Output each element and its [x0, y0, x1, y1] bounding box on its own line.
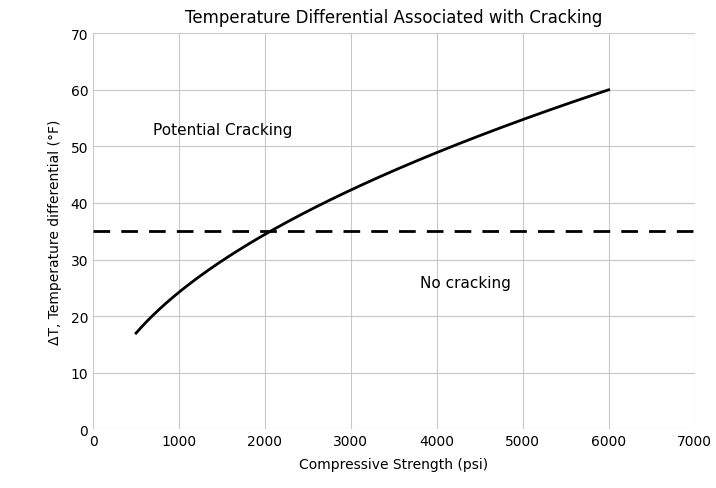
Y-axis label: ΔT, Temperature differential (°F): ΔT, Temperature differential (°F) — [48, 120, 62, 344]
Title: Temperature Differential Associated with Cracking: Temperature Differential Associated with… — [185, 9, 602, 27]
X-axis label: Compressive Strength (psi): Compressive Strength (psi) — [299, 457, 488, 470]
Text: No cracking: No cracking — [420, 275, 511, 290]
Text: Potential Cracking: Potential Cracking — [153, 122, 293, 138]
